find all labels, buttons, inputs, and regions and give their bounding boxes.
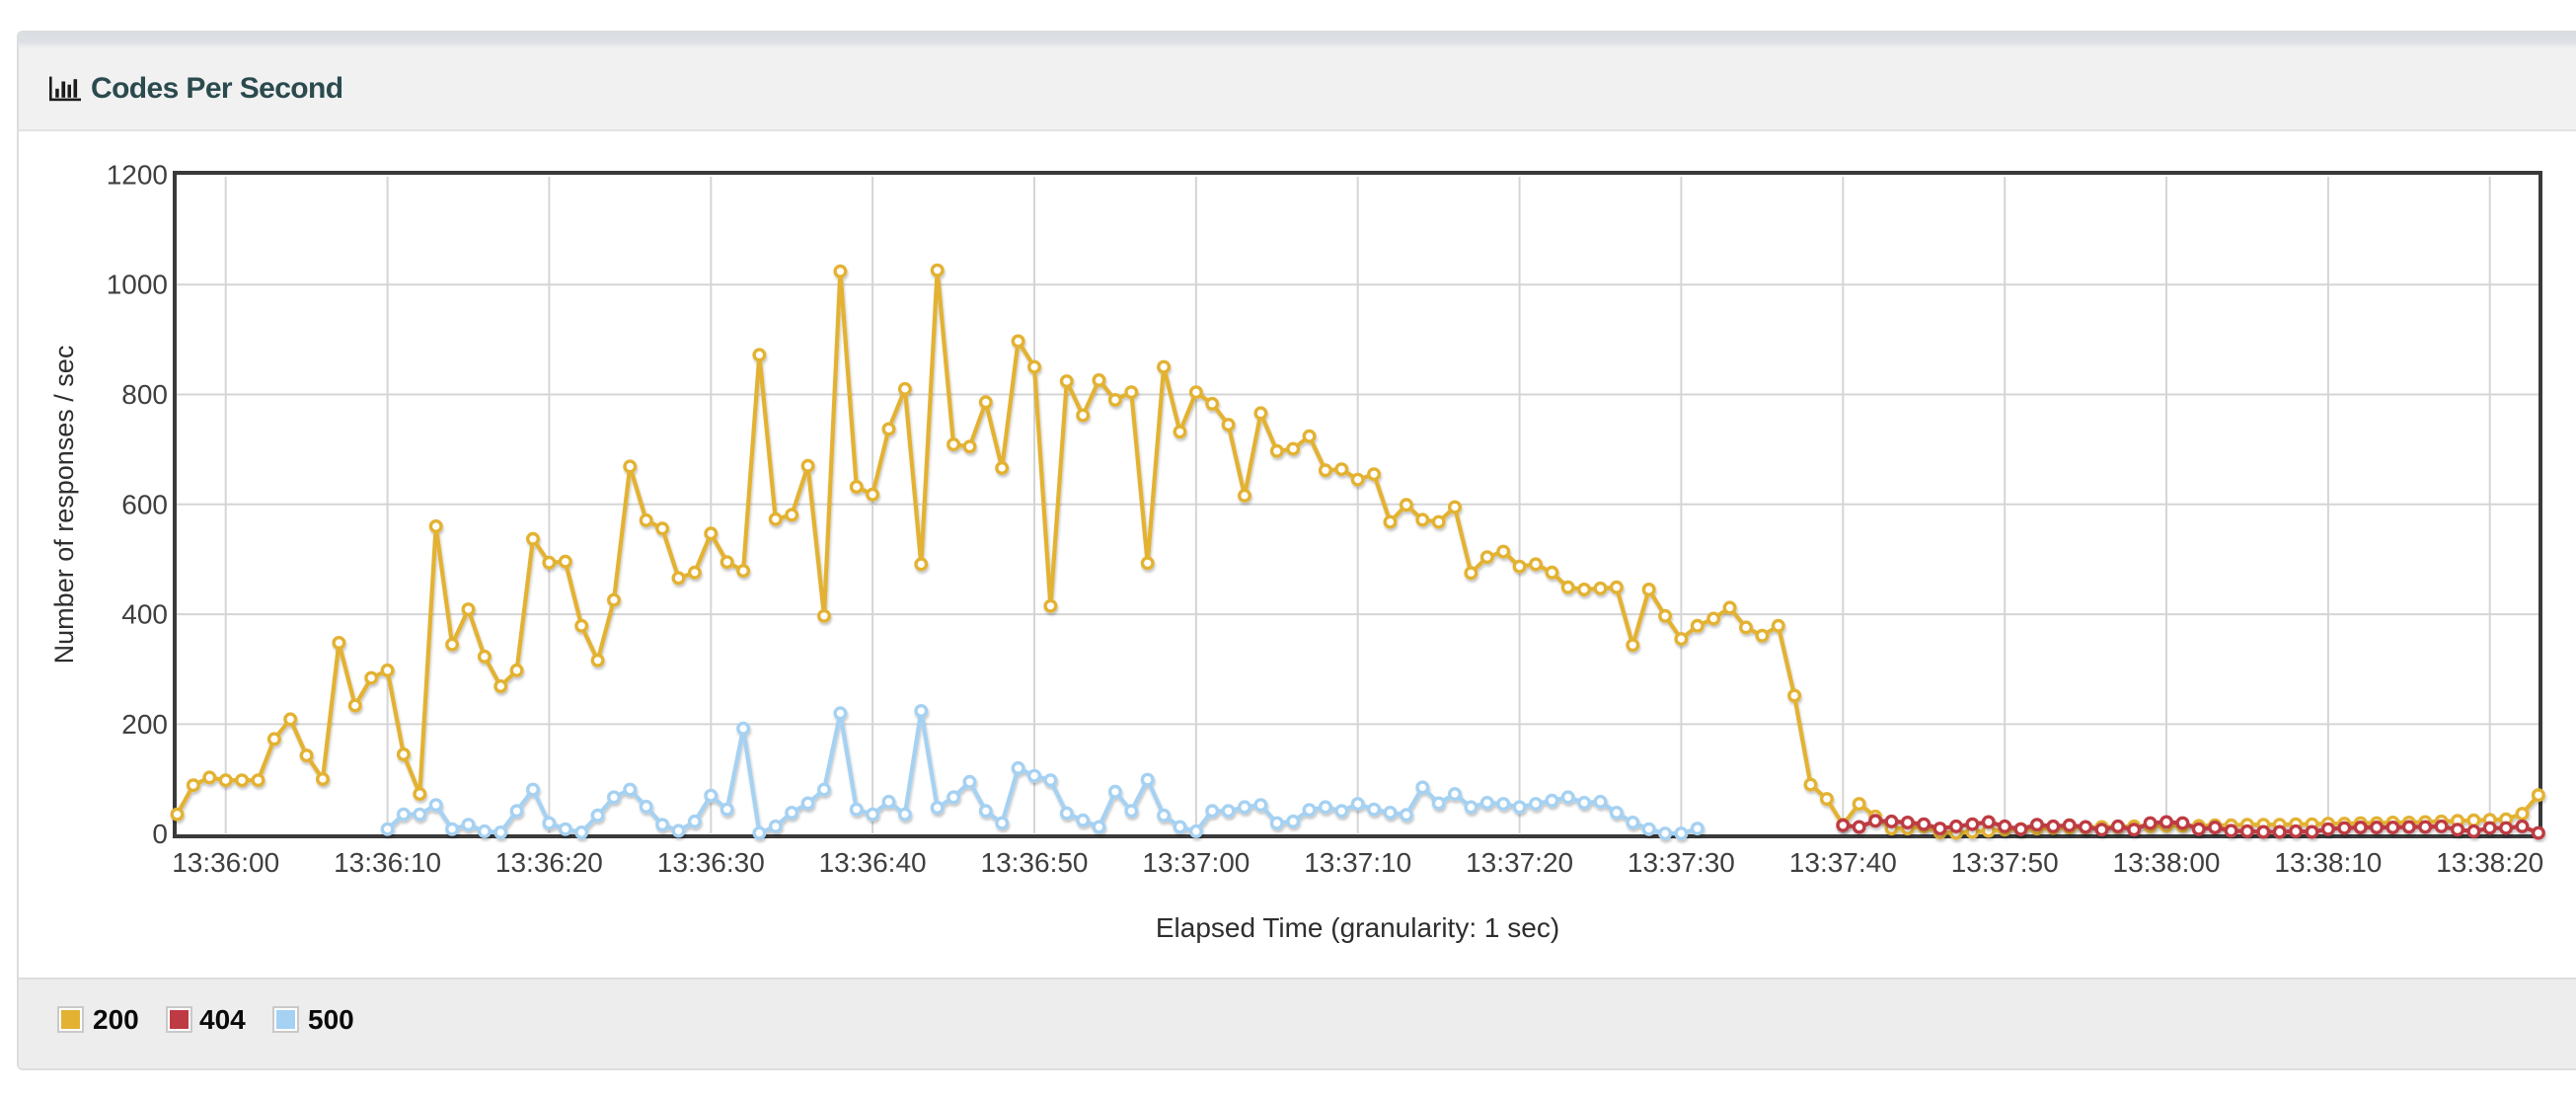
svg-text:Codes Per Second: Codes Per Second [91, 72, 342, 105]
svg-text:200: 200 [121, 709, 168, 740]
svg-text:13:36:10: 13:36:10 [334, 847, 441, 878]
svg-text:13:36:20: 13:36:20 [495, 847, 603, 878]
svg-text:13:36:40: 13:36:40 [819, 847, 927, 878]
svg-text:1000: 1000 [107, 270, 168, 300]
svg-text:600: 600 [121, 489, 168, 519]
svg-text:13:37:40: 13:37:40 [1789, 847, 1897, 878]
svg-text:13:37:50: 13:37:50 [1951, 847, 2059, 878]
svg-text:13:37:30: 13:37:30 [1628, 847, 1735, 878]
svg-text:13:36:50: 13:36:50 [981, 847, 1089, 878]
svg-text:800: 800 [121, 379, 168, 410]
svg-text:404: 404 [199, 1004, 246, 1035]
svg-text:13:36:30: 13:36:30 [657, 847, 765, 878]
svg-text:200: 200 [93, 1004, 139, 1035]
svg-text:0: 0 [152, 819, 168, 849]
svg-text:13:38:20: 13:38:20 [2436, 847, 2543, 878]
svg-text:13:38:00: 13:38:00 [2113, 847, 2221, 878]
svg-text:13:36:00: 13:36:00 [172, 847, 279, 878]
svg-text:13:37:00: 13:37:00 [1142, 847, 1250, 878]
svg-text:13:37:20: 13:37:20 [1466, 847, 1573, 878]
svg-text:13:37:10: 13:37:10 [1304, 847, 1411, 878]
svg-text:400: 400 [121, 599, 168, 630]
svg-text:Elapsed Time (granularity: 1 s: Elapsed Time (granularity: 1 sec) [1156, 912, 1559, 943]
svg-text:1200: 1200 [107, 159, 168, 190]
svg-text:500: 500 [308, 1004, 354, 1035]
svg-text:13:38:10: 13:38:10 [2274, 847, 2382, 878]
svg-text:Number of responses / sec: Number of responses / sec [49, 346, 79, 665]
